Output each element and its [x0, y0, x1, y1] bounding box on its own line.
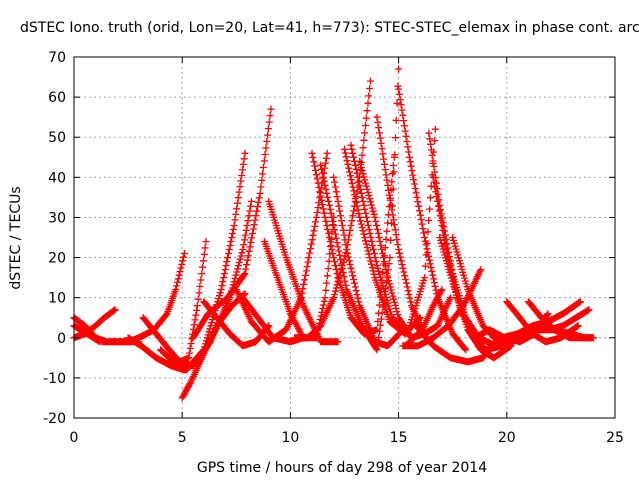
series-32 — [405, 286, 446, 346]
x-tick-label: 0 — [70, 430, 79, 446]
series-5-markers — [135, 250, 188, 342]
x-tick-label: 5 — [178, 430, 187, 446]
series-20-markers — [330, 173, 407, 350]
x-axis-label: GPS time / hours of day 298 of year 2014 — [197, 460, 487, 476]
series-30 — [412, 322, 500, 366]
series-16 — [265, 197, 342, 346]
series-24-markers — [373, 113, 454, 338]
data-points — [70, 65, 597, 402]
series-31-markers — [399, 266, 485, 350]
y-tick-label: 10 — [48, 291, 66, 307]
y-tick-label: 0 — [57, 331, 66, 347]
y-tick-label: -10 — [43, 371, 66, 387]
series-32-markers — [405, 286, 446, 346]
series-16-markers — [265, 197, 342, 346]
series-20 — [330, 173, 407, 350]
series-39-markers — [520, 326, 589, 342]
series-5 — [135, 250, 188, 342]
y-tick-label: -20 — [43, 411, 66, 427]
y-axis-ticks: -20 -10 0 10 20 30 40 50 60 70 — [43, 50, 615, 427]
y-tick-label: 30 — [48, 210, 66, 226]
plot-frame — [73, 56, 616, 419]
x-tick-label: 10 — [281, 430, 299, 446]
x-tick-label: 15 — [390, 430, 408, 446]
y-tick-label: 40 — [48, 170, 66, 186]
y-axis-label: dSTEC / TECUs — [8, 186, 24, 289]
chart-title: dSTEC Iono. truth (orid, Lon=20, Lat=41,… — [20, 20, 640, 36]
x-axis-ticks: 0 5 10 15 20 25 — [70, 57, 624, 446]
series-25 — [395, 85, 470, 354]
y-tick-label: 50 — [48, 130, 66, 146]
series-24 — [373, 113, 454, 338]
series-31 — [399, 266, 485, 350]
series-39 — [520, 326, 589, 342]
series-25-markers — [395, 85, 470, 354]
series-19-markers — [317, 65, 403, 354]
y-tick-label: 70 — [48, 50, 66, 66]
y-tick-label: 60 — [48, 90, 66, 106]
series-30-markers — [412, 322, 500, 366]
series-19 — [317, 65, 403, 354]
x-tick-label: 20 — [498, 430, 516, 446]
grid — [74, 57, 615, 418]
x-tick-label: 25 — [606, 430, 624, 446]
y-tick-label: 20 — [48, 251, 66, 267]
